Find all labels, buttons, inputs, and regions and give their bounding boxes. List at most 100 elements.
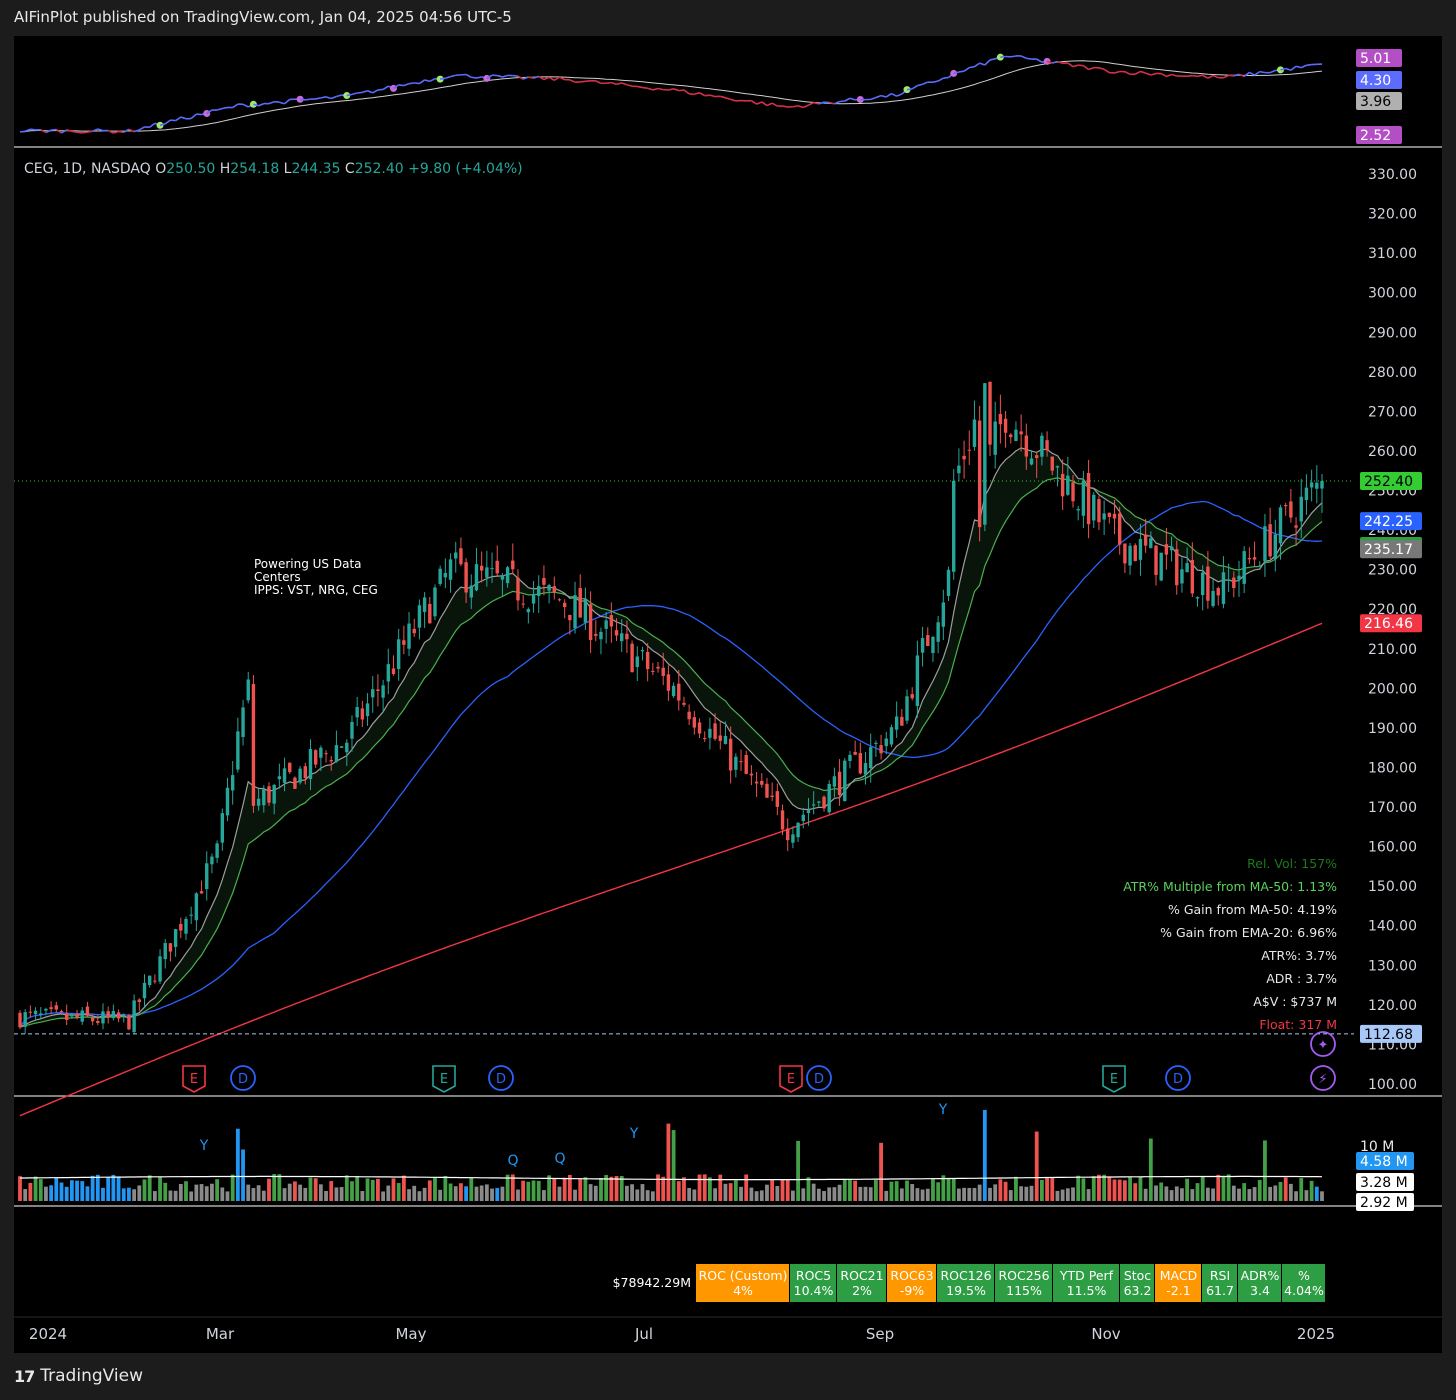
candle-body [1071,482,1075,502]
rs-line-segment [51,128,57,131]
candle-body [1066,475,1070,495]
candle-body [1309,482,1314,488]
volume-bar [1159,1182,1164,1201]
volume-bar [899,1188,904,1201]
candle-body [671,685,676,697]
volume-bar [931,1178,935,1201]
perf-cell-label: ROC5 [796,1268,831,1283]
rs-line-segment [922,81,929,85]
rs-line-segment [1088,66,1095,71]
chart-canvas[interactable]: 330.00 320.00 310.00 300.00 290.00 280.00 270.… [14,36,1442,1353]
ma200-line [19,622,1323,1117]
candle-body [625,633,629,640]
volume-bar [925,1188,930,1201]
candle-body [869,747,873,769]
rs-line-segment [424,79,431,83]
candle-body [817,801,821,803]
rs-line-segment [621,82,628,86]
rs-line-segment [522,76,529,80]
rs-line-segment [190,113,197,120]
candle-body [386,664,390,682]
candle-body [339,746,344,748]
volume-bar [1309,1180,1314,1201]
lightning-icon-glyph: ⚡ [1318,1072,1327,1087]
candle-body [931,636,935,654]
rs-line-segment [611,81,617,86]
chart-frame[interactable]: 330.00 320.00 310.00 300.00 290.00 280.00 270.… [14,36,1442,1353]
candle-body [1304,487,1309,501]
earnings-marker [1102,1065,1126,1093]
legend-part: 254.18 [230,161,283,177]
candle-body [1117,513,1122,545]
candle-body [796,822,800,838]
rs-line-segment [1010,55,1017,58]
volume-bar [469,1177,474,1201]
rs-line-segment [1072,64,1079,68]
rs-line-segment [595,80,602,85]
candle-body [718,735,722,741]
rs-line-segment [336,94,342,98]
candle-body [127,1015,131,1030]
rs-line-segment [818,101,825,105]
candle-body [837,771,842,796]
candle-body [993,421,997,455]
volume-bar [889,1181,894,1201]
volume-bar [536,1180,541,1201]
volume-bar [1154,1185,1158,1201]
volume-bar [23,1189,28,1201]
rs-line-segment [725,97,731,101]
earnings-marker [432,1065,456,1093]
candle-body [1154,545,1158,575]
ma50-line [19,500,1323,1028]
rs-line-segment [30,128,36,131]
candle-body [1294,525,1298,528]
rs-line-segment [647,87,654,91]
perf-cell [696,1264,789,1302]
volume-bar [1288,1183,1293,1201]
candle-body [474,564,479,591]
candle-body [137,999,142,1003]
perf-cell-value: 61.7 [1206,1283,1234,1298]
rs-line-segment [1269,69,1276,74]
annotation-line: Centers [254,570,301,584]
volume-badge-label: 4.58 M [1360,1154,1408,1170]
rs-line-segment [989,58,996,61]
x-tick-label: 2024 [29,1325,67,1343]
rs-line-segment [761,101,768,107]
volume-bar [1133,1183,1138,1201]
dividend-marker-label: D [496,1072,506,1087]
volume-bar [235,1128,240,1201]
legend-part: +9.80 (+4.04%) [408,161,522,177]
rs-line-segment [885,92,892,98]
rs-line-segment [164,119,171,125]
rs-line-segment [849,97,856,101]
rs-line-segment [1295,65,1302,69]
candle-body [396,639,401,670]
candle-body [1195,597,1200,599]
rs-line-segment [875,94,882,99]
volume-bar [1200,1176,1205,1201]
earnings-marker-label: E [440,1072,448,1087]
volume-bar [204,1186,209,1201]
rs-line-segment [844,97,851,102]
candle-body [324,753,328,755]
tradingview-logo[interactable]: 17 TradingView [14,1366,143,1386]
sparkle-icon [1310,1031,1336,1057]
candle-body [780,810,785,830]
rs-line-segment [932,80,939,83]
volume-bar [18,1176,22,1201]
candle-body [526,609,531,613]
candle-body [521,603,525,605]
volume-bar [1221,1175,1226,1201]
perf-cell [1053,1264,1119,1302]
volume-bar [1128,1177,1132,1201]
candle-body [106,1011,110,1018]
volume-bar [1143,1188,1148,1201]
candle-body [713,723,717,739]
volume-bar [770,1179,775,1201]
candle-body [422,597,427,612]
perf-cell-value: 10.4% [794,1283,834,1298]
volume-bar [121,1188,126,1201]
rs-line-segment [242,103,249,108]
candle-body [765,783,769,798]
